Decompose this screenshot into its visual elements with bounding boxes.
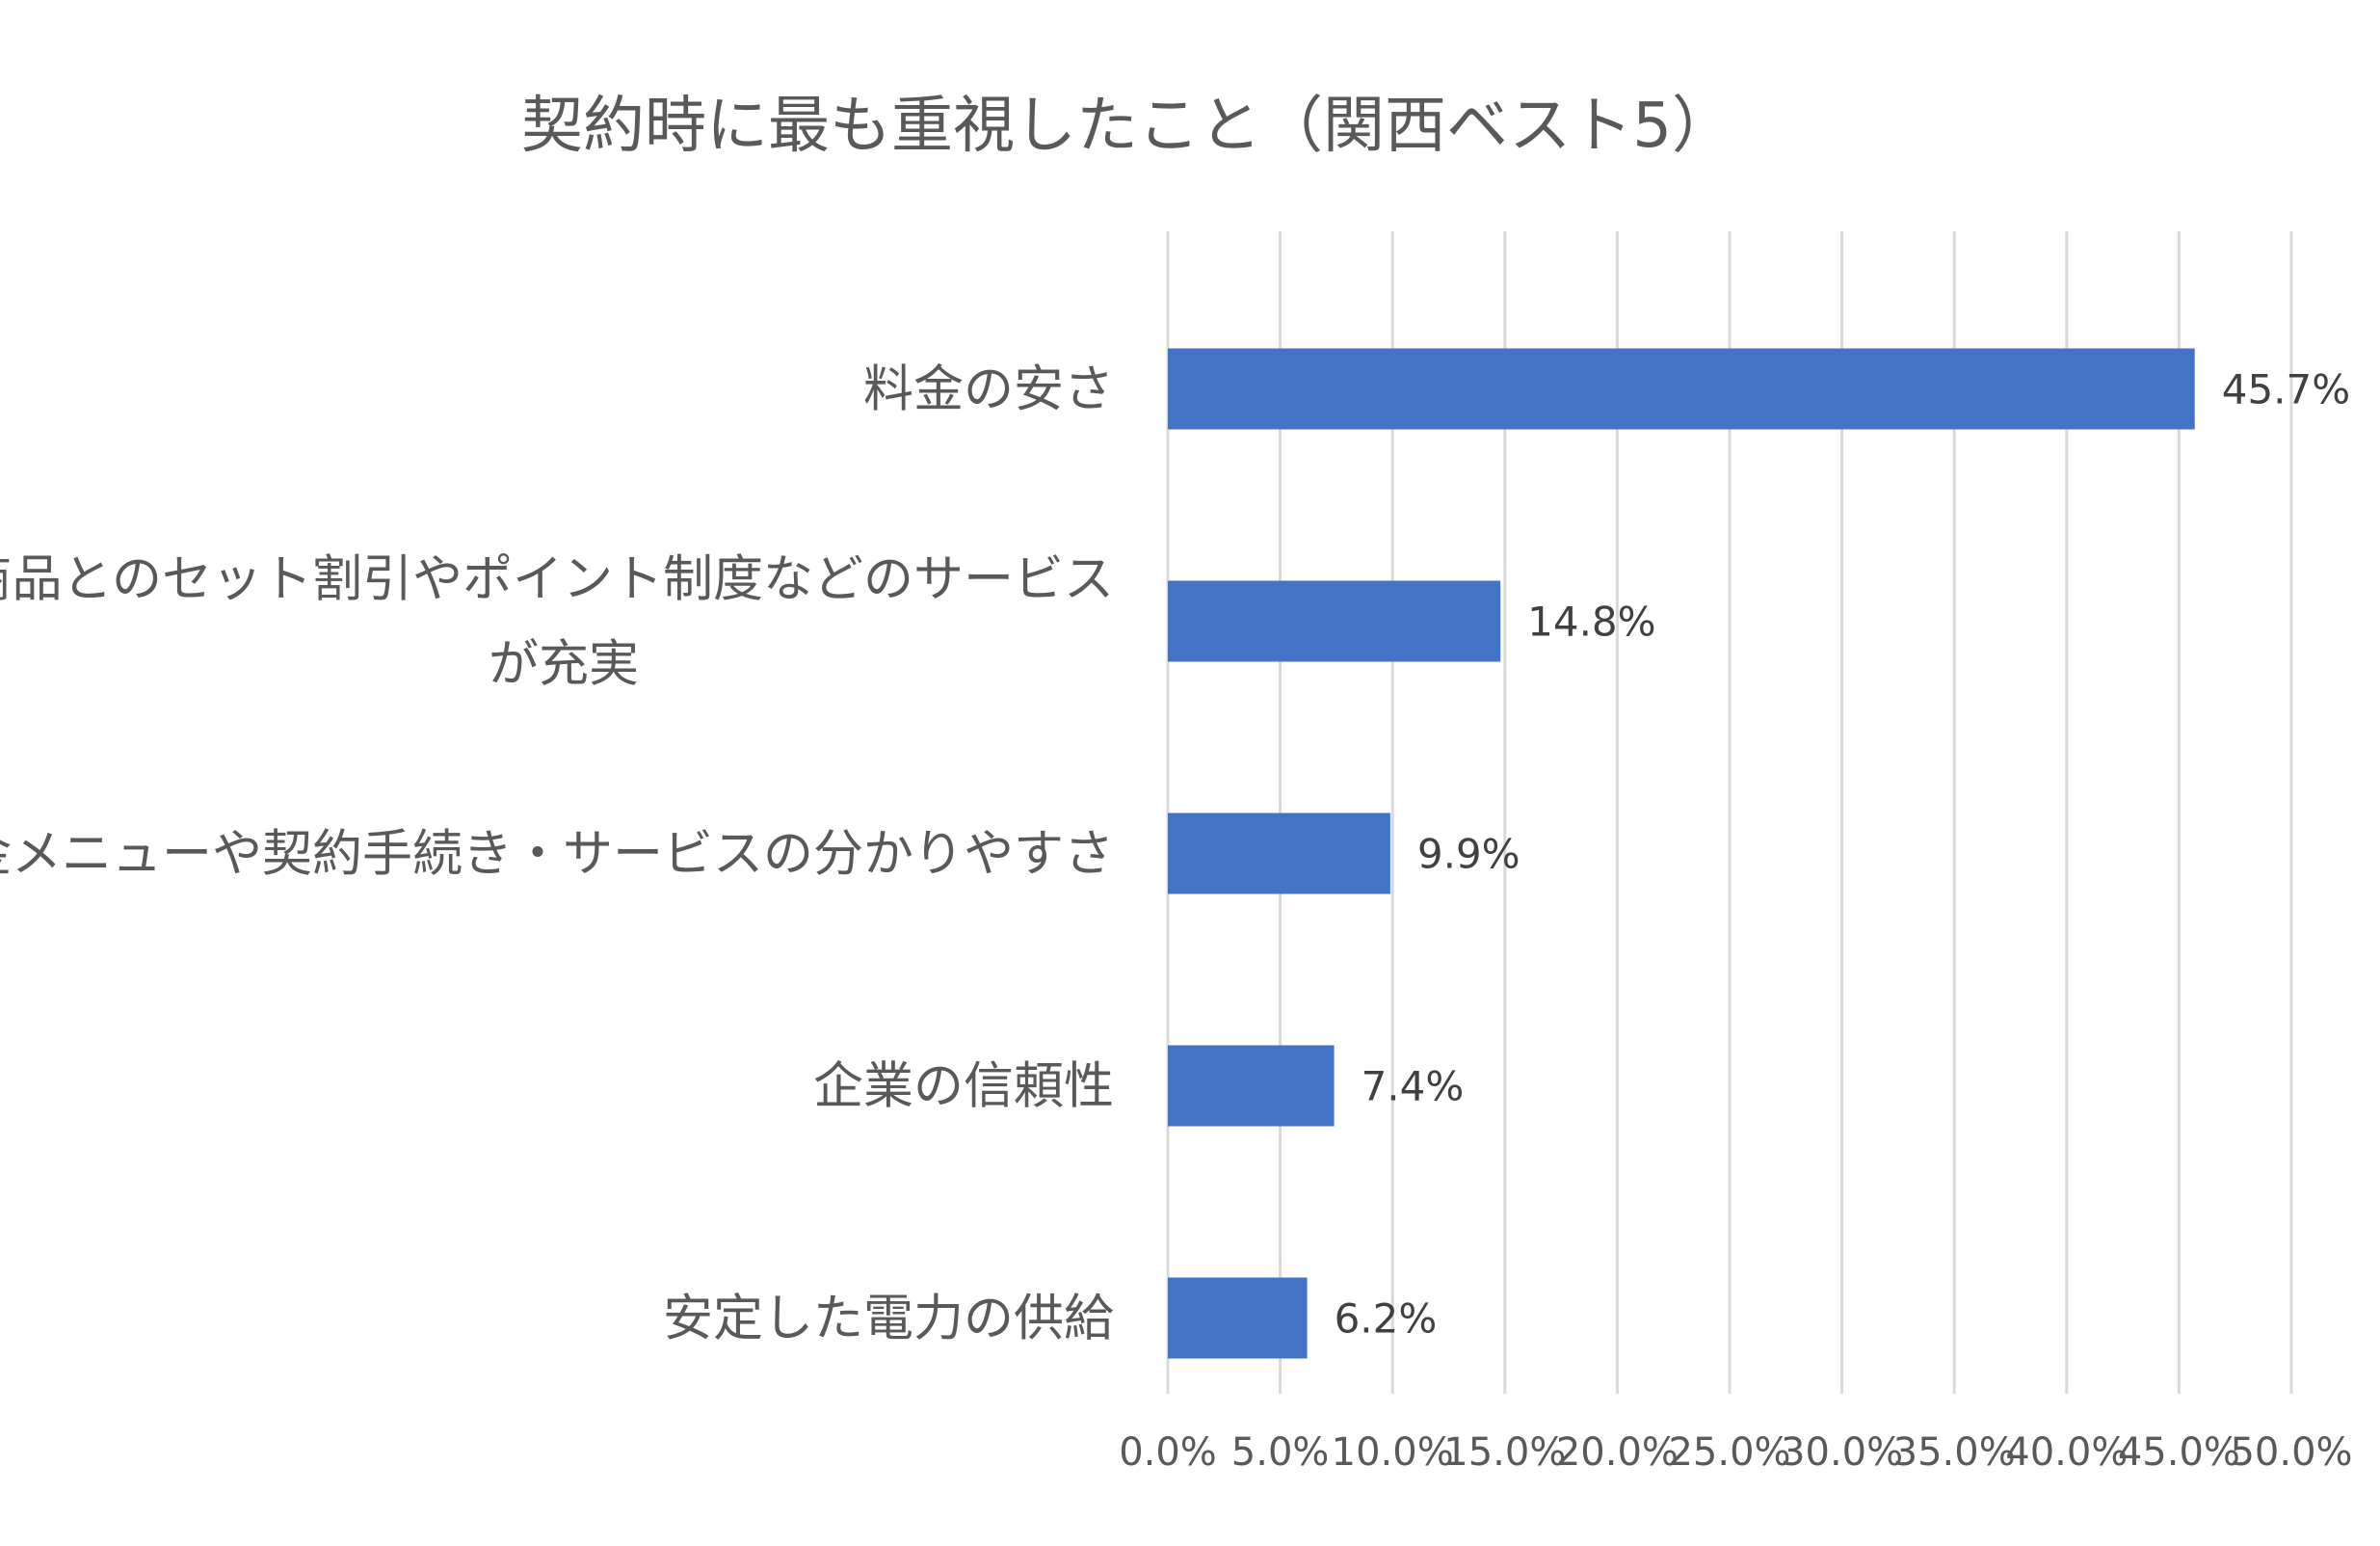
data-label-2: 9.9%	[1417, 831, 1521, 878]
bar-2	[1168, 813, 1390, 894]
x-tick-label-3: 15.0%	[1443, 1430, 1566, 1475]
data-labels: 45.7% 14.8% 9.9% 7.4% 6.2%	[1335, 366, 2351, 1343]
bar-0	[1168, 348, 2195, 430]
category-label-0: 料金の安さ	[863, 361, 1114, 419]
bar-4	[1168, 1277, 1308, 1359]
x-tick-label-5: 25.0%	[1668, 1430, 1790, 1475]
category-labels: 料金の安さ他の商品とのセット割引やポイント制度などのサービスが充実料金メニューや…	[0, 361, 1114, 1348]
x-tick-label-10: 50.0%	[2230, 1430, 2352, 1475]
chart-title: 契約時に最も重視したこと（関西ベスト5）	[521, 91, 1733, 162]
x-axis-tick-labels: 0.0% 5.0% 10.0%15.0%20.0%25.0%30.0%35.0%40…	[1119, 1430, 2352, 1475]
data-label-3: 7.4%	[1362, 1063, 1465, 1110]
x-tick-label-9: 45.0%	[2118, 1430, 2240, 1475]
category-label-1: 他の商品とのセット割引やポイント制度などのサービスが充実	[0, 551, 1114, 694]
data-label-1: 14.8%	[1527, 599, 1655, 646]
bars	[1168, 348, 2195, 1359]
category-label-3: 企業の信頼性	[813, 1058, 1114, 1116]
category-label-2: 料金メニューや契約手続き・サービスの分かりやすさ	[0, 826, 1114, 884]
x-tick-label-8: 40.0%	[2005, 1430, 2128, 1475]
data-label-0: 45.7%	[2222, 366, 2350, 413]
x-tick-label-7: 35.0%	[1893, 1430, 2016, 1475]
x-tick-label-4: 20.0%	[1556, 1430, 1679, 1475]
x-tick-label-2: 10.0%	[1332, 1430, 1454, 1475]
bar-3	[1168, 1045, 1335, 1127]
x-tick-label-1: 5.0%	[1231, 1430, 1330, 1475]
x-tick-label-6: 30.0%	[1781, 1430, 1903, 1475]
category-label-4: 安定した電力の供給	[663, 1291, 1114, 1348]
data-label-4: 6.2%	[1335, 1295, 1438, 1343]
bar-1	[1168, 580, 1501, 662]
x-tick-label-0: 0.0%	[1119, 1430, 1217, 1475]
